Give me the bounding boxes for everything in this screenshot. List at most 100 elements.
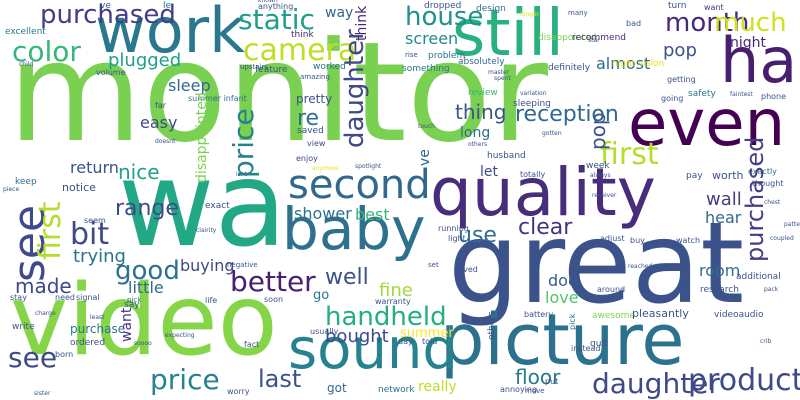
word-go: easy (140, 113, 178, 132)
word-quality: quality (430, 154, 656, 231)
word-always: loved (456, 265, 478, 274)
word-star: set (428, 261, 439, 269)
word-spent: crib (760, 338, 772, 345)
word-wife: least (90, 314, 105, 321)
word-nice: almost (596, 54, 651, 73)
word-warranty: exactly (748, 167, 777, 176)
word-battery: signal (76, 293, 100, 302)
word-absolutely: worked (313, 62, 346, 72)
word-adjust: quit (590, 339, 608, 349)
word-seem: enjoy (296, 154, 318, 163)
word-sleep: floor (515, 365, 561, 389)
word-notice: phone (761, 92, 787, 101)
word-clairity: longer (520, 11, 540, 18)
word-bought: made (15, 274, 72, 298)
word-view: problem (428, 51, 466, 61)
word-videoaudio: life (205, 296, 218, 305)
word-problem: design (476, 4, 506, 14)
word-screen: sleep (168, 76, 211, 95)
word-move: research (700, 285, 739, 295)
word-range: pop (663, 40, 697, 61)
word-awesome: stay (10, 293, 27, 302)
word-video: video (10, 264, 278, 378)
word-night: thing (455, 100, 507, 124)
word-feature: recommend (572, 33, 626, 43)
word-price-vertical: price (227, 108, 260, 178)
word-think-vertical: think (354, 5, 370, 41)
word-item: charge (35, 310, 56, 317)
word-great: great (448, 199, 745, 329)
word-many: always (590, 172, 611, 179)
word-excellent: really (418, 379, 457, 395)
word-isnt: star (588, 37, 600, 44)
word-disappointed-vertical: disappointed (194, 92, 210, 183)
word-variation: spotlight (355, 163, 382, 170)
word-buy: instead (571, 344, 601, 353)
word-network: pleasantly (632, 307, 689, 320)
word-use: month (665, 8, 750, 38)
word-getting: move (525, 387, 545, 395)
word-buying: shower (294, 204, 352, 223)
word-exactly: saved (297, 126, 324, 136)
word-charge: faintest (730, 91, 753, 98)
word-soon: thought (752, 179, 784, 188)
word-gotten: amazing (300, 73, 330, 81)
word-soooo: variation (520, 90, 547, 97)
word-love: trying (73, 246, 126, 267)
word-phone: disappointed (538, 33, 597, 43)
word-touch: spent (494, 75, 511, 82)
word-camera: handheld (325, 302, 447, 332)
word-sleeping: turn (668, 1, 687, 11)
word-safety: want (704, 3, 724, 12)
word-trying: hear (705, 208, 742, 227)
word-spotlight: piece (3, 186, 20, 193)
word-product: first (600, 137, 659, 172)
word-think: let (480, 164, 498, 180)
word-around: ordered (70, 338, 106, 348)
word-pick: worth (712, 169, 744, 182)
word-turn: purchase (70, 322, 126, 336)
word-shower: night (730, 35, 767, 51)
word-ve: way (325, 5, 354, 21)
word-color: daughter (592, 367, 720, 400)
word-sound: sound (288, 317, 458, 382)
word-worth: summer infant (188, 94, 247, 103)
word-pay: far (155, 101, 167, 110)
word-faintest: others (468, 141, 488, 148)
word-chest: totally (520, 170, 546, 179)
word-handheld: see (8, 341, 58, 374)
word-let: love (545, 288, 579, 307)
word-annoying: videoaudio (714, 310, 764, 320)
word-pretty: long (460, 125, 491, 141)
word-floor: use (458, 223, 497, 248)
word-pop-vertical: pop (586, 112, 610, 150)
word-re: bit (70, 217, 110, 252)
word-told: need (55, 293, 75, 302)
word-anything: network (378, 385, 415, 395)
word-signal: notice (62, 181, 96, 194)
word-better: price (150, 363, 220, 396)
word-surprised: reached (628, 263, 653, 270)
word-baby: baby (282, 195, 426, 263)
word-definitely: think (291, 30, 314, 40)
word-life: pay (686, 171, 703, 181)
word-ve-vertical: ve (417, 149, 433, 166)
word-amazing: watch (676, 236, 701, 245)
word-night-vision: le (163, 1, 172, 11)
word-master: anymore (312, 165, 339, 172)
word-set: anything (258, 2, 294, 11)
word-second: second (288, 162, 431, 208)
word-reception: clear (518, 215, 573, 240)
word-best: wall (706, 189, 742, 210)
word-upstairs: worry (227, 387, 250, 396)
word-week: feature (255, 65, 288, 75)
word-running: upstairs (240, 63, 269, 71)
word-pleasantly: pick (127, 296, 142, 304)
word-far: definitely (548, 63, 591, 73)
word-longer: running (438, 224, 469, 233)
word-made: well (325, 265, 369, 290)
word-ha: ha (720, 24, 798, 97)
word-got: room (699, 261, 741, 280)
word-last: good (115, 256, 180, 286)
